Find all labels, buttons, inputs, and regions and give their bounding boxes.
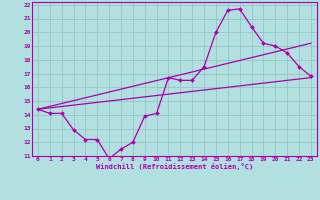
X-axis label: Windchill (Refroidissement éolien,°C): Windchill (Refroidissement éolien,°C) xyxy=(96,163,253,170)
